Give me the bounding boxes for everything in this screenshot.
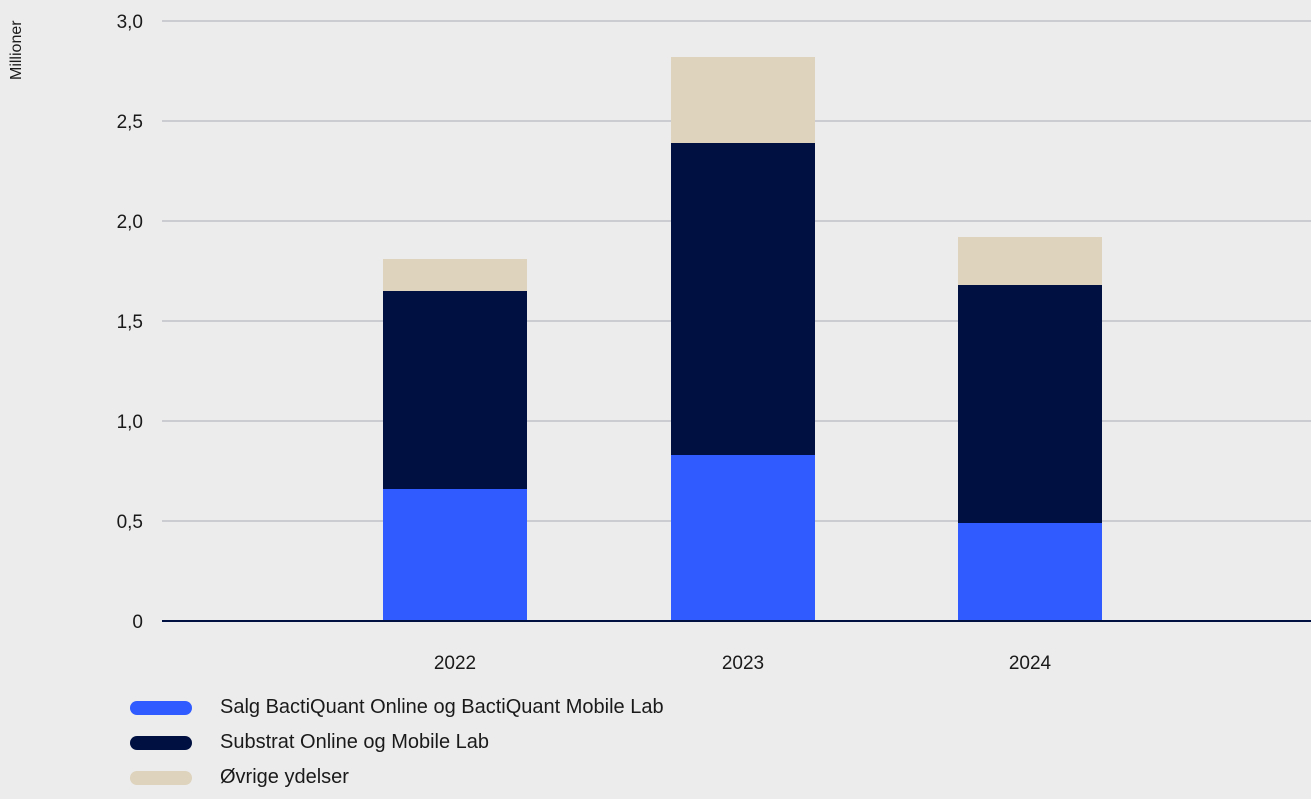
bar-2023-series-0	[671, 455, 815, 621]
bar-2023-series-2	[671, 57, 815, 143]
x-tick-label: 2024	[1009, 653, 1052, 674]
x-tick-label: 2023	[722, 653, 764, 674]
y-tick-label: 3,0	[117, 12, 143, 33]
legend-swatch-other	[130, 771, 192, 785]
bar-2024-series-2	[958, 237, 1102, 285]
bar-2024-series-0	[958, 523, 1102, 621]
y-tick-label: 0,5	[117, 512, 143, 533]
y-tick-label: 1,5	[117, 312, 143, 333]
x-tick-label: 2022	[434, 653, 476, 674]
y-tick-label: 2,0	[117, 212, 143, 233]
bar-2022-series-1	[383, 291, 527, 489]
legend-label-substrate: Substrat Online og Mobile Lab	[220, 731, 490, 753]
y-tick-label: 2,5	[117, 112, 143, 133]
bar-2022-series-0	[383, 489, 527, 621]
bar-2022-series-2	[383, 259, 527, 291]
legend-swatch-substrate	[130, 736, 192, 750]
y-tick-label: 1,0	[117, 412, 143, 433]
y-tick-label: 0	[132, 612, 143, 633]
plot-area: 0 0,5 1,0 1,5 2,0 2,5 3,0 2022 2023 2024	[117, 12, 1311, 674]
bar-2024-series-1	[958, 285, 1102, 523]
legend-swatch-sales	[130, 701, 192, 715]
bar-2023-series-1	[671, 143, 815, 455]
legend-label-other: Øvrige ydelser	[220, 766, 349, 788]
legend-label-sales: Salg BactiQuant Online og BactiQuant Mob…	[220, 696, 664, 718]
